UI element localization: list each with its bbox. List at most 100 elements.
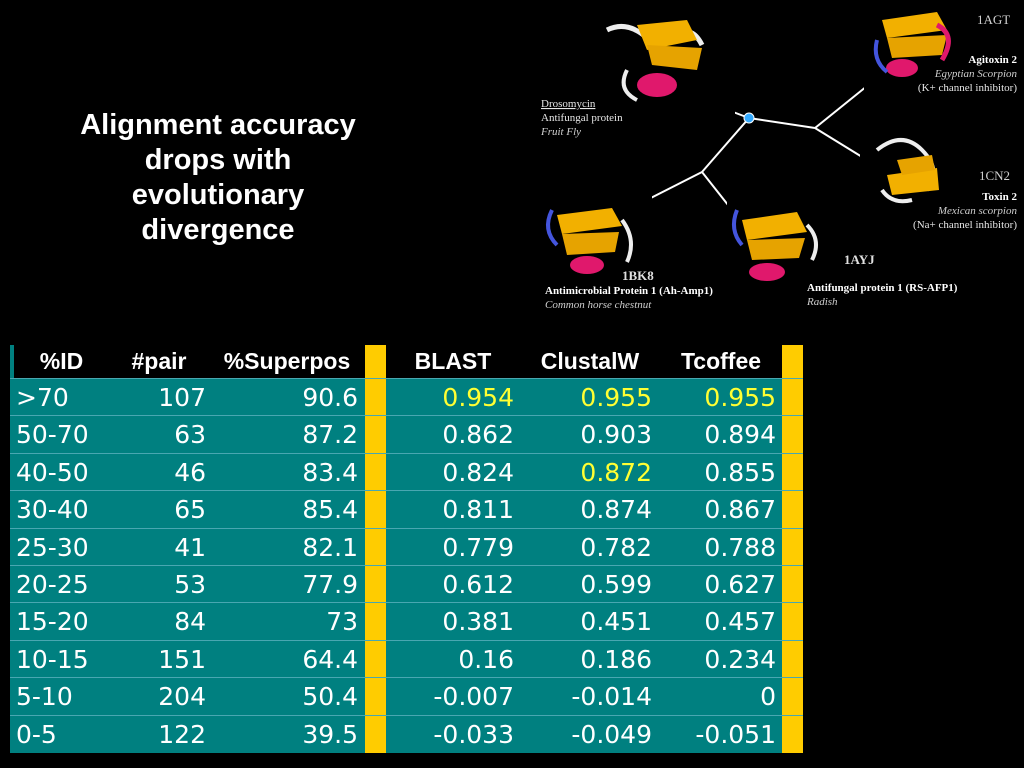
row-divider (10, 565, 803, 566)
cell-blast: 0.16 (458, 644, 514, 674)
cell-pct-id: 50-70 (16, 420, 89, 450)
cell-superpos: 90.6 (302, 383, 358, 412)
1ayj-org: Radish (806, 296, 838, 308)
header-clustalw: ClustalW (540, 348, 640, 374)
structure-toxin2 (860, 122, 968, 220)
drosomycin-name: Drosomycin (541, 98, 596, 110)
cell-tcoffee: 0.457 (704, 607, 776, 637)
cell-blast: 0.824 (442, 457, 514, 487)
table-row: 30-40 65 85.4 0.811 0.874 0.867 (10, 491, 803, 528)
row-divider (10, 527, 803, 529)
table-row: 15-20 84 73 0.381 0.451 0.457 (10, 603, 803, 640)
cell-clustalw: 0.872 (580, 457, 652, 487)
cell-pct-id: 25-30 (16, 532, 89, 562)
cell-superpos: 64.4 (302, 644, 358, 674)
cell-blast: 0.779 (442, 532, 514, 562)
cell-blast: -0.033 (433, 719, 514, 749)
cell-pairs: 41 (174, 532, 206, 562)
structure-1bk8 (542, 196, 652, 284)
1ayj-name: Antifungal protein 1 (RS-AFP1) (807, 282, 958, 294)
cell-pairs: 53 (174, 570, 206, 599)
cell-blast: 0.381 (442, 607, 514, 637)
header-bg-right (386, 345, 782, 379)
cell-clustalw: 0.874 (580, 495, 652, 525)
1bk8-name: Antimicrobial Protein 1 (Ah-Amp1) (545, 285, 713, 297)
slide-title: Alignment accuracy drops with evolutiona… (80, 109, 356, 246)
cell-superpos: 39.5 (302, 719, 358, 749)
cell-superpos: 50.4 (302, 682, 358, 712)
table-row: 40-50 46 83.4 0.824 0.872 0.855 (10, 454, 803, 491)
cell-tcoffee: 0.894 (704, 420, 776, 450)
table-row: 20-25 53 77.9 0.612 0.599 0.627 (10, 566, 803, 603)
table-row: 5-10 204 50.4 -0.007 -0.014 0 (10, 678, 803, 715)
cell-pct-id: >70 (16, 383, 69, 412)
agitoxin-id: 1AGT (977, 12, 1010, 27)
agitoxin-org: Egyptian Scorpion (934, 68, 1018, 80)
header-pct-id: %ID (39, 348, 84, 374)
cell-tcoffee: 0.855 (704, 457, 776, 487)
header-blast: BLAST (414, 348, 492, 374)
column-separator (365, 345, 386, 753)
row-divider (10, 677, 803, 679)
cell-pairs: 84 (174, 607, 206, 637)
cell-tcoffee: 0.867 (704, 495, 776, 525)
cell-pct-id: 10-15 (16, 644, 89, 674)
row-divider (10, 639, 803, 641)
agitoxin-name: Agitoxin 2 (968, 54, 1017, 66)
row-divider (10, 714, 803, 716)
cell-clustalw: 0.451 (580, 607, 652, 637)
cell-clustalw: 0.782 (580, 532, 652, 562)
agitoxin-desc: (K+ channel inhibitor) (918, 82, 1017, 94)
toxin2-name: Toxin 2 (982, 191, 1017, 203)
1bk8-org: Common horse chestnut (545, 299, 652, 311)
cell-clustalw: 0.955 (580, 383, 652, 412)
cell-clustalw: 0.599 (580, 570, 652, 599)
cell-pairs: 65 (174, 495, 206, 525)
accuracy-table: %ID #pair %Superpos BLAST ClustalW Tcoff… (10, 345, 803, 753)
cell-superpos: 83.4 (302, 457, 358, 487)
cell-clustalw: -0.049 (571, 719, 652, 749)
toxin2-id: 1CN2 (979, 168, 1010, 183)
toxin2-org: Mexican scorpion (937, 205, 1018, 217)
cell-superpos: 82.1 (302, 532, 358, 562)
cell-pct-id: 20-25 (16, 570, 89, 599)
cell-pairs: 151 (158, 644, 206, 674)
cell-blast: 0.954 (442, 383, 514, 412)
row-divider (10, 415, 803, 417)
table-right-border (782, 345, 803, 753)
table-row: 10-15 151 64.4 0.16 0.186 0.234 (10, 641, 803, 678)
structure-agitoxin (864, 0, 976, 90)
cell-pct-id: 15-20 (16, 607, 89, 637)
cell-tcoffee: 0.955 (704, 383, 776, 412)
header-bg-left (14, 345, 365, 379)
cell-pairs: 122 (158, 719, 206, 749)
cell-pairs: 46 (174, 457, 206, 487)
table-row: 50-70 63 87.2 0.862 0.903 0.894 (10, 416, 803, 453)
table-row: 25-30 41 82.1 0.779 0.782 0.788 (10, 529, 803, 566)
cell-pct-id: 30-40 (16, 495, 89, 525)
structure-1ayj (727, 198, 832, 288)
cell-superpos: 85.4 (302, 495, 358, 525)
cell-clustalw: -0.014 (571, 682, 652, 712)
row-divider (10, 490, 803, 492)
cell-tcoffee: 0.234 (704, 644, 776, 674)
row-divider (10, 452, 803, 454)
cell-blast: 0.612 (442, 570, 514, 599)
toxin2-desc: (Na+ channel inhibitor) (913, 219, 1017, 231)
cell-superpos: 77.9 (302, 570, 358, 599)
drosomycin-org: Fruit Fly (540, 126, 581, 138)
cell-pct-id: 40-50 (16, 457, 89, 487)
cell-tcoffee: 0.788 (704, 532, 776, 562)
cell-pairs: 107 (158, 383, 206, 412)
cell-blast: 0.811 (442, 495, 514, 525)
1bk8-id: 1BK8 (622, 268, 654, 283)
table-row: >70 107 90.6 0.954 0.955 0.955 (10, 379, 803, 416)
phylogenetic-tree-figure: Drosomycin Antifungal protein Fruit Fly … (537, 0, 1024, 312)
header-tcoffee: Tcoffee (680, 348, 762, 374)
1ayj-id: 1AYJ (844, 252, 875, 267)
table-row: 0-5 122 39.5 -0.033 -0.049 -0.051 (10, 716, 803, 753)
header-superpos: %Superpos (223, 348, 351, 374)
header-pairs: #pair (131, 348, 187, 374)
cell-pairs: 63 (174, 420, 206, 450)
cell-pairs: 204 (158, 682, 206, 712)
